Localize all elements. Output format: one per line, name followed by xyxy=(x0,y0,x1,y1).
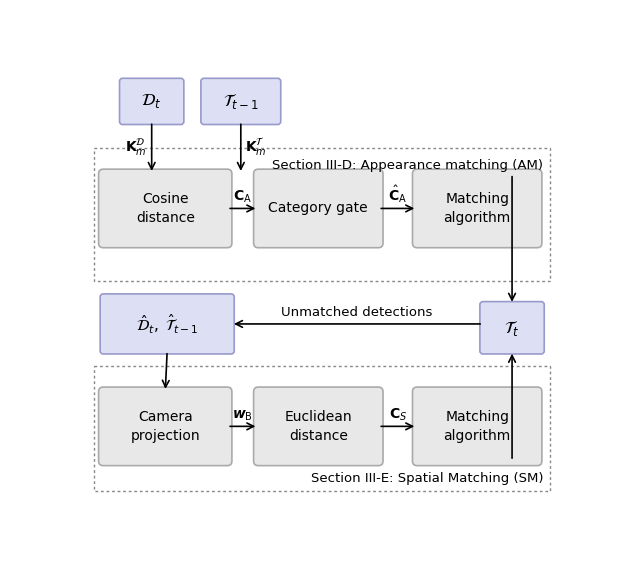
Text: $\mathbf{C}_S$: $\mathbf{C}_S$ xyxy=(388,407,407,423)
Text: $\hat{\mathcal{D}}_t,\ \hat{\mathcal{T}}_{t-1}$: $\hat{\mathcal{D}}_t,\ \hat{\mathcal{T}}… xyxy=(136,312,198,336)
FancyBboxPatch shape xyxy=(201,79,281,125)
Text: Matching
algorithm: Matching algorithm xyxy=(444,191,511,225)
FancyBboxPatch shape xyxy=(99,169,232,248)
Text: Unmatched detections: Unmatched detections xyxy=(282,306,433,320)
Text: $\mathbf{C}_\mathrm{A}$: $\mathbf{C}_\mathrm{A}$ xyxy=(234,189,252,205)
Text: $\mathcal{T}_t$: $\mathcal{T}_t$ xyxy=(504,318,520,338)
Text: $\mathbf{K}_m^{\mathcal{T}}$: $\mathbf{K}_m^{\mathcal{T}}$ xyxy=(246,137,267,158)
Text: $\mathbf{K}_m^{\mathcal{D}}$: $\mathbf{K}_m^{\mathcal{D}}$ xyxy=(125,137,147,158)
Bar xyxy=(94,366,550,491)
FancyBboxPatch shape xyxy=(480,301,544,354)
Text: Camera
projection: Camera projection xyxy=(131,410,200,443)
FancyBboxPatch shape xyxy=(100,294,234,354)
FancyBboxPatch shape xyxy=(412,169,542,248)
FancyBboxPatch shape xyxy=(412,387,542,466)
Text: Euclidean
distance: Euclidean distance xyxy=(285,410,352,443)
FancyBboxPatch shape xyxy=(120,79,184,125)
Text: $\mathcal{D}_t$: $\mathcal{D}_t$ xyxy=(141,93,162,111)
FancyBboxPatch shape xyxy=(253,387,383,466)
Text: Category gate: Category gate xyxy=(269,201,368,215)
Text: $\hat{\mathbf{C}}_\mathrm{A}$: $\hat{\mathbf{C}}_\mathrm{A}$ xyxy=(388,184,407,205)
Text: $\mathcal{T}_{t-1}$: $\mathcal{T}_{t-1}$ xyxy=(223,91,259,111)
Text: Section III-E: Spatial Matching (SM): Section III-E: Spatial Matching (SM) xyxy=(311,472,543,485)
Bar xyxy=(94,148,550,281)
Text: Matching
algorithm: Matching algorithm xyxy=(444,410,511,443)
FancyBboxPatch shape xyxy=(253,169,383,248)
Text: $\boldsymbol{w}_\mathrm{B}$: $\boldsymbol{w}_\mathrm{B}$ xyxy=(232,409,253,423)
Text: Cosine
distance: Cosine distance xyxy=(136,191,195,225)
Text: Section III-D: Appearance matching (AM): Section III-D: Appearance matching (AM) xyxy=(273,159,543,172)
FancyBboxPatch shape xyxy=(99,387,232,466)
